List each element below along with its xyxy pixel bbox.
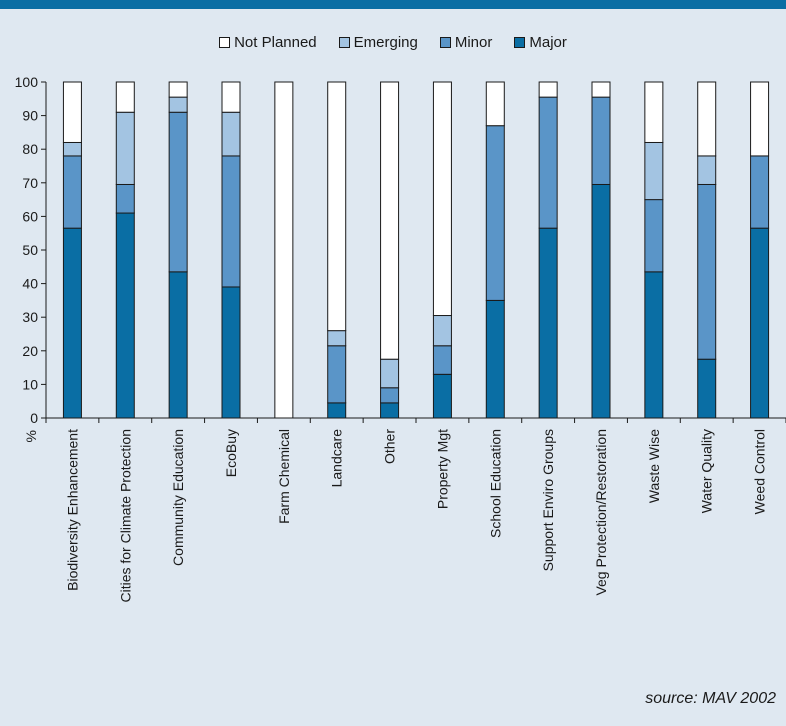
category-label-biodiversity-enhancement: Biodiversity Enhancement [64, 429, 80, 591]
legend-label-minor: Minor [454, 34, 493, 51]
bar-weed-control-major [750, 227, 770, 419]
legend-swatch-emerging [338, 37, 350, 48]
bar-weed-control-minor [750, 155, 770, 229]
bar-support-enviro-groups-not-planned [538, 81, 558, 98]
category-label-community-education: Community Education [170, 429, 186, 566]
y-tick-label-40: 40 [22, 276, 38, 292]
bar-biodiversity-enhancement-not-planned [62, 81, 82, 143]
category-label-landcare: Landcare [329, 429, 345, 488]
y-tick-label-0: 0 [30, 410, 38, 426]
bar-water-quality-not-planned [697, 81, 717, 157]
bar-support-enviro-groups-minor [538, 96, 558, 229]
legend-label-not-planned: Not Planned [234, 34, 317, 51]
category-label-water-quality: Water Quality [699, 429, 715, 513]
bar-school-education-major [485, 299, 505, 419]
bar-ecobuy-minor [221, 155, 241, 288]
bar-water-quality-major [697, 358, 717, 419]
bar-property-mgt-minor [432, 345, 452, 375]
bar-support-enviro-groups-major [538, 227, 558, 419]
legend-swatch-minor [439, 37, 451, 48]
category-label-property-mgt: Property Mgt [434, 429, 450, 509]
y-tick-label-10: 10 [22, 376, 38, 392]
bar-weed-control-not-planned [750, 81, 770, 157]
y-axis-unit-label: % [23, 430, 39, 442]
bar-school-education-not-planned [485, 81, 505, 127]
category-label-veg-protection-restoration: Veg Protection/Restoration [593, 429, 609, 596]
category-label-support-enviro-groups: Support Enviro Groups [540, 429, 556, 571]
bar-school-education-minor [485, 125, 505, 301]
bar-other-minor [380, 387, 400, 404]
bar-farm-chemical-not-planned [274, 81, 294, 419]
bar-ecobuy-major [221, 286, 241, 419]
bar-cities-for-climate-protection-emerging [115, 111, 135, 185]
bar-ecobuy-not-planned [221, 81, 241, 113]
bar-waste-wise-minor [644, 199, 664, 273]
bar-biodiversity-enhancement-major [62, 227, 82, 419]
legend: Not Planned Emerging Minor Major [0, 34, 786, 51]
bar-community-education-not-planned [168, 81, 188, 98]
y-tick-label-30: 30 [22, 309, 38, 325]
bar-veg-protection-restoration-minor [591, 96, 611, 185]
category-label-cities-for-climate-protection: Cities for Climate Protection [117, 429, 133, 603]
category-label-ecobuy: EcoBuy [223, 429, 239, 477]
bar-other-emerging [380, 358, 400, 389]
y-tick-label-100: 100 [15, 74, 39, 90]
bar-veg-protection-restoration-not-planned [591, 81, 611, 98]
bar-cities-for-climate-protection-minor [115, 183, 135, 214]
source-note: source: MAV 2002 [645, 690, 776, 707]
legend-item-minor: Minor [439, 34, 493, 51]
legend-label-emerging: Emerging [353, 34, 418, 51]
bar-landcare-not-planned [327, 81, 347, 332]
legend-item-major: Major [514, 34, 567, 51]
bar-biodiversity-enhancement-emerging [62, 141, 82, 157]
bar-property-mgt-not-planned [432, 81, 452, 317]
bar-other-not-planned [380, 81, 400, 360]
bar-community-education-major [168, 271, 188, 419]
category-label-school-education: School Education [487, 429, 503, 538]
y-tick-label-90: 90 [22, 108, 38, 124]
bar-property-mgt-major [432, 373, 452, 419]
legend-item-emerging: Emerging [338, 34, 418, 51]
y-tick-label-70: 70 [22, 175, 38, 191]
bar-veg-protection-restoration-major [591, 183, 611, 419]
bar-waste-wise-not-planned [644, 81, 664, 143]
bar-ecobuy-emerging [221, 111, 241, 157]
bar-waste-wise-emerging [644, 141, 664, 201]
category-label-waste-wise: Waste Wise [646, 429, 662, 503]
legend-swatch-not-planned [219, 37, 231, 48]
category-label-weed-control: Weed Control [752, 429, 768, 514]
y-tick-label-60: 60 [22, 208, 38, 224]
bar-community-education-minor [168, 111, 188, 273]
bar-landcare-major [327, 402, 347, 419]
legend-item-not-planned: Not Planned [219, 34, 317, 51]
bar-cities-for-climate-protection-not-planned [115, 81, 135, 113]
category-label-farm-chemical: Farm Chemical [276, 429, 292, 524]
y-tick-label-20: 20 [22, 343, 38, 359]
bar-waste-wise-major [644, 271, 664, 419]
bar-landcare-emerging [327, 330, 347, 347]
bar-landcare-minor [327, 345, 347, 404]
category-label-other: Other [382, 429, 398, 464]
bar-biodiversity-enhancement-minor [62, 155, 82, 229]
bar-property-mgt-emerging [432, 315, 452, 347]
header-bar [0, 0, 786, 9]
bar-water-quality-emerging [697, 155, 717, 185]
bar-community-education-emerging [168, 96, 188, 113]
bar-water-quality-minor [697, 183, 717, 360]
legend-swatch-major [514, 37, 526, 48]
y-tick-label-80: 80 [22, 141, 38, 157]
legend-label-major: Major [529, 34, 567, 51]
bar-cities-for-climate-protection-major [115, 212, 135, 419]
bar-other-major [380, 402, 400, 419]
y-tick-label-50: 50 [22, 242, 38, 258]
